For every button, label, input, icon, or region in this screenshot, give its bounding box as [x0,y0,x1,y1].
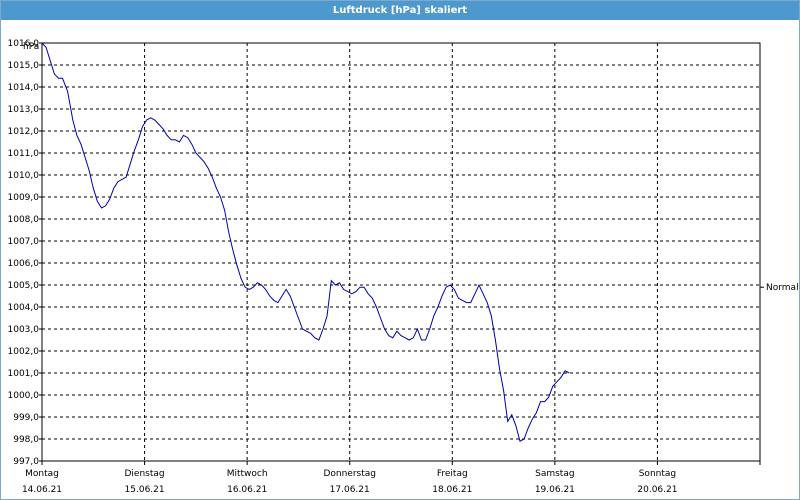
y-tick-label: 1007,0 [8,237,40,247]
grid-lines [42,43,760,461]
y-tick-label: 1009,0 [8,193,40,203]
y-tick-label: 1004,0 [8,303,40,313]
y-tick-label: 1001,0 [8,369,40,379]
x-tick-date: 19.06.21 [535,485,575,495]
y-axis-label: hPa [23,42,39,52]
y-tick-label: 1015,0 [8,61,40,71]
y-tick-label: 1012,0 [8,127,40,137]
x-tick-day: Freitag [437,469,468,479]
x-tick-date: 16.06.21 [227,485,267,495]
y-tick-label: 1014,0 [8,83,40,93]
normal-reference: Normal [760,283,799,293]
x-tick-date: 17.06.21 [330,485,370,495]
y-tick-label: 1005,0 [8,281,40,291]
y-tick-label: 997,0 [13,457,39,467]
x-tick-date: 18.06.21 [432,485,472,495]
x-tick-day: Dienstag [125,469,165,479]
y-tick-label: 1013,0 [8,105,40,115]
x-tick-date: 14.06.21 [22,485,62,495]
y-tick-label: 1002,0 [8,347,40,357]
x-tick-day: Donnerstag [323,469,376,479]
y-tick-label: 1003,0 [8,325,40,335]
y-tick-label: 998,0 [13,435,39,445]
series-line [41,42,570,442]
y-tick-label: 1016,0 [8,39,40,49]
normal-label: Normal [766,283,799,293]
x-tick-day: Mittwoch [227,469,268,479]
window-title: Luftdruck [hPa] skaliert [1,1,799,20]
y-tick-label: 1000,0 [8,391,40,401]
y-tick-label: 1010,0 [8,171,40,181]
x-tick-date: 15.06.21 [125,485,165,495]
x-axis: Montag 14.06.21 Dienstag 15.06.21 Mittwoch 16… [22,461,761,495]
x-tick-date: 20.06.21 [637,485,677,495]
x-tick-day: Samstag [535,469,574,479]
x-tick-day: Montag [25,469,59,479]
y-tick-label: 999,0 [13,413,39,423]
y-tick-label: 1006,0 [8,259,40,269]
y-axis: 1016,0 1015,0 1014,0 1013,0 1012,0 1011,0 1010… [8,39,42,467]
y-tick-label: 1008,0 [8,215,40,225]
x-tick-day: Sonntag [639,469,676,479]
y-tick-label: 1011,0 [8,149,40,159]
plot-area [41,42,761,462]
